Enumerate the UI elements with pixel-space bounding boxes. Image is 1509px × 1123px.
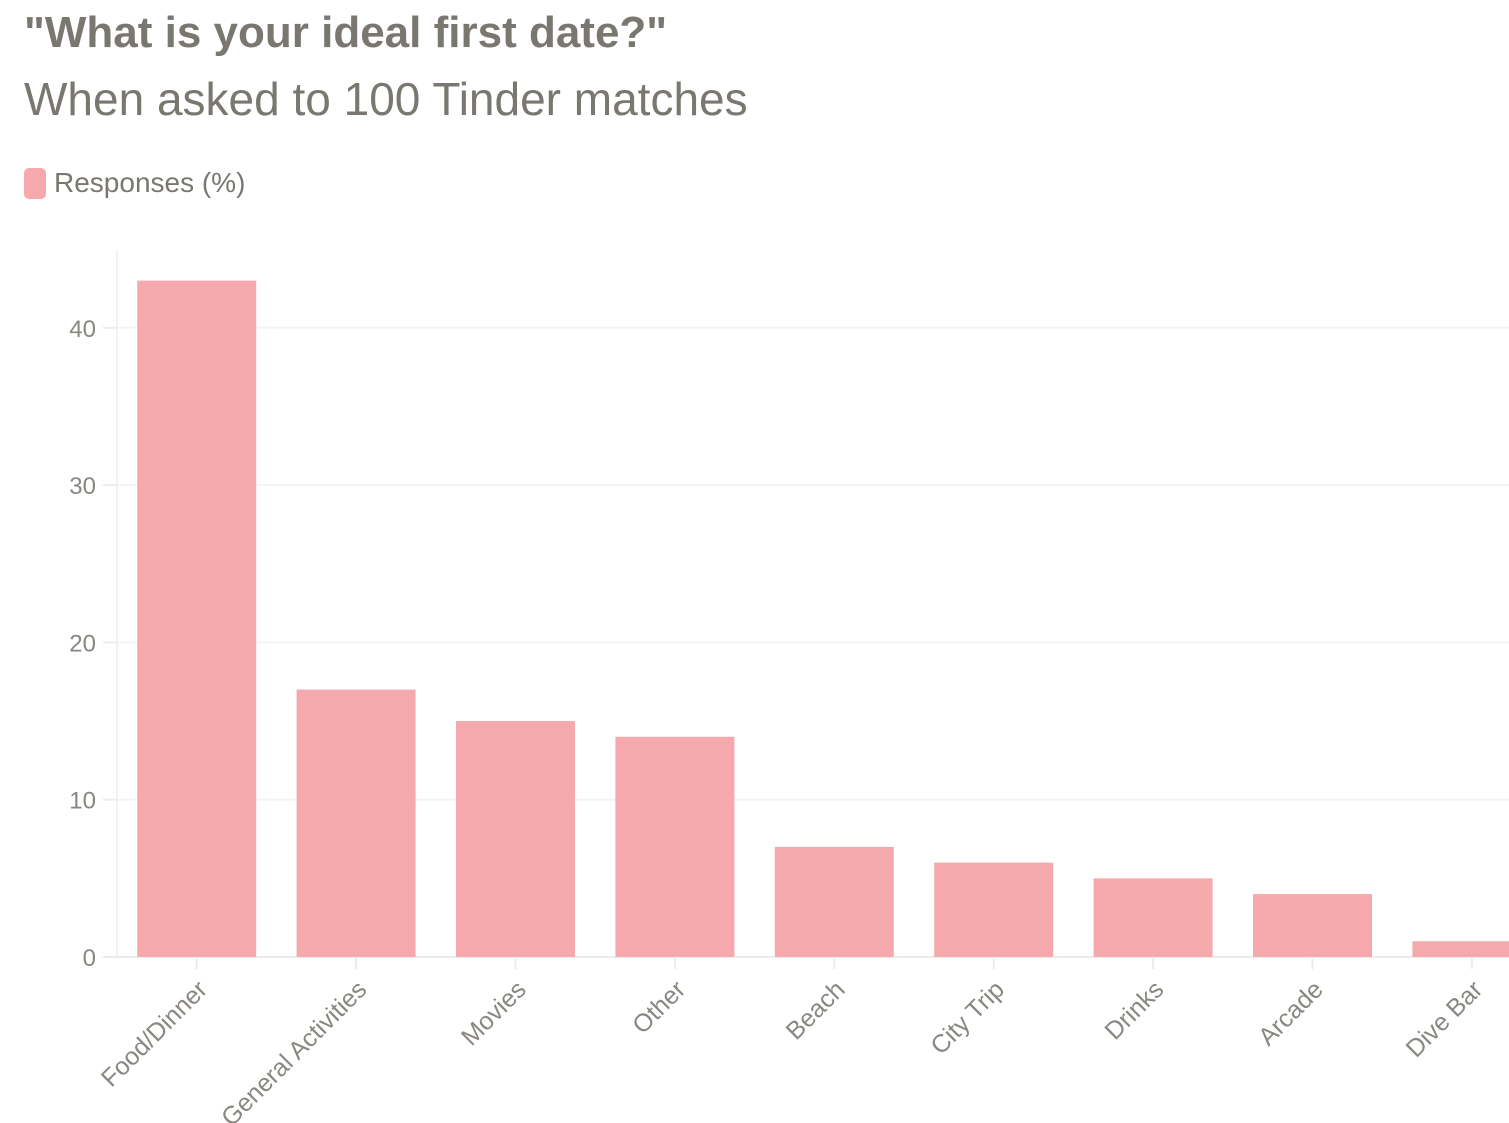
x-tick-label: General Activities [216, 975, 372, 1123]
y-tick-label: 40 [69, 316, 96, 343]
legend-swatch [24, 167, 46, 199]
legend: Responses (%) [24, 166, 245, 200]
x-tick-label: Other [627, 975, 691, 1039]
bar [1253, 894, 1372, 957]
y-tick-label: 0 [83, 945, 96, 972]
bar [934, 862, 1054, 957]
x-tick-label: Arcade [1253, 975, 1329, 1051]
bar [137, 280, 257, 957]
bar [615, 736, 735, 957]
bar [774, 846, 894, 957]
x-tick-label: Drinks [1099, 975, 1169, 1045]
bar [1093, 878, 1213, 957]
x-tick-label: Dive Bar [1401, 975, 1489, 1063]
bar [296, 689, 416, 957]
y-tick-label: 20 [69, 630, 96, 657]
chart-subtitle: When asked to 100 Tinder matches [24, 73, 748, 125]
x-tick-label: Movies [456, 975, 532, 1051]
y-tick-label: 10 [69, 788, 96, 815]
y-tick-label: 30 [69, 473, 96, 500]
x-tick-label: Beach [781, 975, 851, 1045]
legend-label: Responses (%) [54, 167, 246, 198]
bar [1412, 941, 1509, 957]
chart-title: "What is your ideal first date?" [24, 8, 668, 57]
bar [456, 721, 575, 957]
x-tick-label: Food/Dinner [96, 975, 213, 1092]
x-tick-label: City Trip [925, 975, 1010, 1060]
